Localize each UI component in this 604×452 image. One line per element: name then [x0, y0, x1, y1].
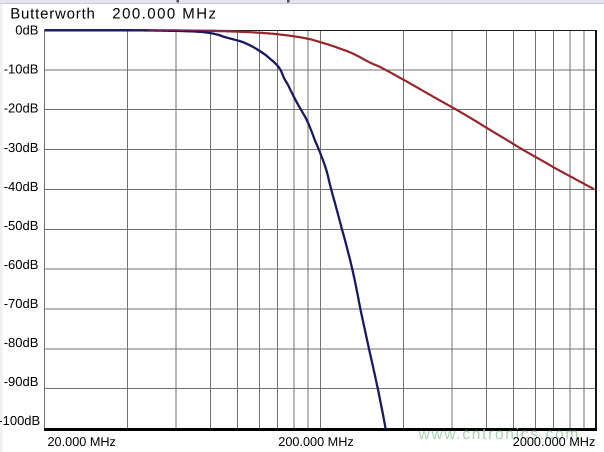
svg-text:-90dB: -90dB	[4, 374, 39, 389]
svg-text:-70dB: -70dB	[4, 296, 39, 311]
svg-text:Butterworth: Butterworth	[10, 6, 96, 23]
svg-text:-50dB: -50dB	[4, 218, 39, 233]
svg-text:-10dB: -10dB	[4, 62, 39, 77]
svg-text:2000.000 MHz: 2000.000 MHz	[513, 435, 596, 449]
svg-text:200.000 MHz: 200.000 MHz	[112, 6, 217, 23]
svg-text:200.000 MHz: 200.000 MHz	[278, 435, 353, 449]
svg-text:20.000 MHz: 20.000 MHz	[48, 435, 116, 449]
svg-text:-40dB: -40dB	[4, 179, 39, 194]
svg-text:-80dB: -80dB	[4, 335, 39, 350]
svg-text:www.cntronics.com: www.cntronics.com	[418, 426, 581, 443]
svg-text:-60dB: -60dB	[4, 257, 39, 272]
svg-text:-20dB: -20dB	[4, 101, 39, 116]
svg-text:0dB: 0dB	[15, 23, 38, 38]
svg-text:-100dB: -100dB	[0, 413, 40, 428]
svg-text:-30dB: -30dB	[4, 140, 39, 155]
